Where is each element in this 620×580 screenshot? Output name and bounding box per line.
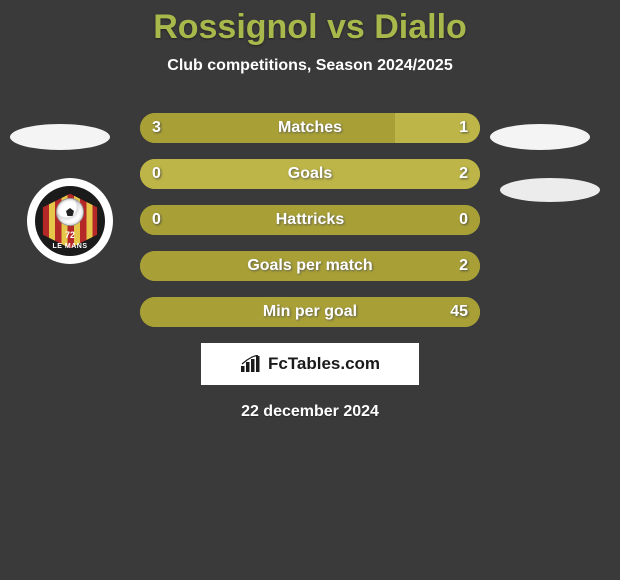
right-club-placeholder xyxy=(500,178,600,202)
stat-right-fill xyxy=(140,159,480,189)
page-title: Rossignol vs Diallo xyxy=(0,8,620,47)
stat-left-value: 0 xyxy=(152,211,161,229)
stats-bars: 3Matches1 0Goals2 0Hattricks0 Goals per mat… xyxy=(140,113,480,327)
stat-row: Min per goal45 xyxy=(140,297,480,327)
stat-left-fill xyxy=(140,205,480,235)
stat-right-value: 1 xyxy=(459,119,468,137)
club-number: 72 xyxy=(35,230,105,240)
left-club-badge: 72 LE MANS xyxy=(27,178,113,264)
stat-left-value: 0 xyxy=(152,165,161,183)
stat-left-fill xyxy=(140,297,480,327)
stat-right-value: 2 xyxy=(459,257,468,275)
stat-right-value: 45 xyxy=(450,303,468,321)
date-text: 22 december 2024 xyxy=(0,403,620,421)
stat-row: Goals per match2 xyxy=(140,251,480,281)
football-icon xyxy=(56,198,84,226)
left-player-placeholder xyxy=(10,124,110,150)
brand-attribution[interactable]: FcTables.com xyxy=(201,343,419,385)
stat-row: 0Hattricks0 xyxy=(140,205,480,235)
comparison-card: Rossignol vs Diallo Club competitions, S… xyxy=(0,0,620,421)
club-name: LE MANS xyxy=(35,243,105,250)
stat-left-fill xyxy=(140,113,395,143)
stat-right-value: 0 xyxy=(459,211,468,229)
bar-chart-icon xyxy=(240,355,262,373)
right-player-placeholder xyxy=(490,124,590,150)
club-badge-inner: 72 LE MANS xyxy=(35,186,105,256)
stat-row: 0Goals2 xyxy=(140,159,480,189)
subtitle: Club competitions, Season 2024/2025 xyxy=(0,57,620,75)
stat-left-value: 3 xyxy=(152,119,161,137)
stat-row: 3Matches1 xyxy=(140,113,480,143)
stat-left-fill xyxy=(140,251,480,281)
brand-text: FcTables.com xyxy=(268,354,380,374)
stat-right-value: 2 xyxy=(459,165,468,183)
